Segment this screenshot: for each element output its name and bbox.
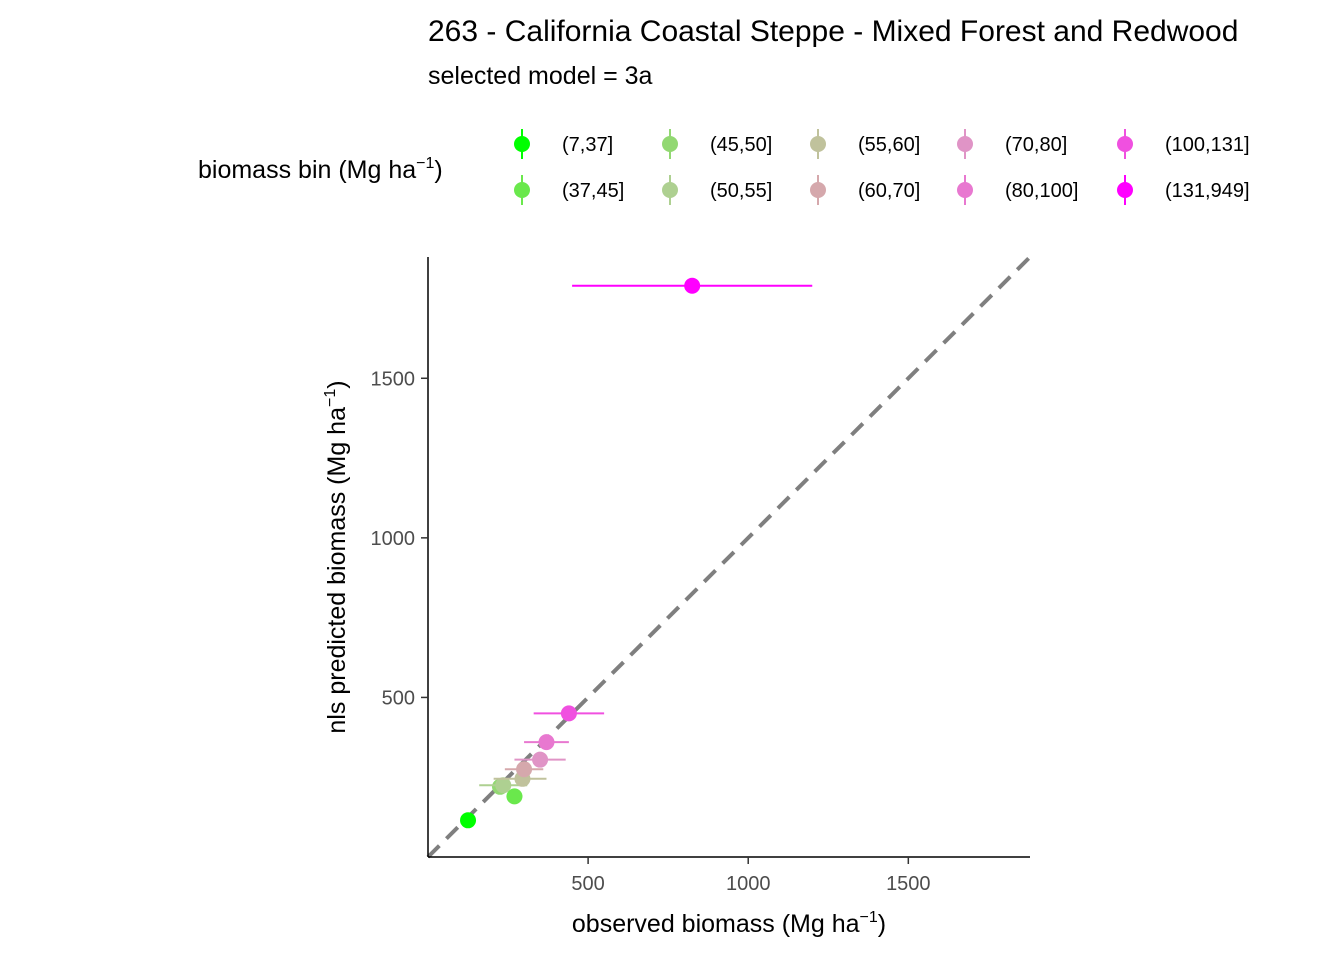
y-tick-label: 1500: [371, 368, 416, 390]
x-axis-ticks: 500 1000 1500: [571, 857, 931, 895]
point-marker: [532, 751, 549, 768]
legend-label: (50,55]: [710, 180, 772, 202]
legend-key-point: [810, 182, 826, 198]
y-axis-title: nls predicted biomass (Mg ha−1): [322, 380, 351, 733]
data-point-2: [506, 788, 523, 805]
chart-title: 263 - California Coastal Steppe - Mixed …: [428, 15, 1238, 48]
legend-key-point: [1117, 182, 1133, 198]
legend-label: (37,45]: [562, 180, 624, 202]
x-tick-label: 1000: [726, 873, 771, 895]
data-point-8: [524, 734, 569, 751]
y-axis-ticks: 500 1000 1500: [371, 368, 428, 709]
legend-item-3: (45,50]: [662, 129, 772, 159]
point-marker: [495, 777, 512, 794]
point-marker: [460, 812, 477, 829]
point-marker: [538, 734, 555, 751]
point-marker: [516, 761, 533, 778]
legend-key-point: [957, 182, 973, 198]
legend: (7,37] (37,45] (45,50] (50,55] (55,60] (60,70…: [514, 129, 1250, 205]
legend-label: (7,37]: [562, 134, 613, 156]
point-marker: [684, 277, 701, 294]
legend-key-point: [662, 182, 678, 198]
legend-item-7: (70,80]: [957, 129, 1067, 159]
legend-item-8: (80,100]: [957, 175, 1078, 205]
legend-key-point: [514, 182, 530, 198]
legend-item-1: (7,37]: [514, 129, 613, 159]
x-axis-title: observed biomass (Mg ha−1): [572, 909, 886, 938]
legend-key-point: [957, 136, 973, 152]
legend-label: (80,100]: [1005, 180, 1078, 202]
legend-item-5: (55,60]: [810, 129, 920, 159]
legend-key-point: [514, 136, 530, 152]
legend-item-10: (131,949]: [1117, 175, 1250, 205]
chart-subtitle: selected model = 3a: [428, 62, 653, 90]
legend-key-point: [810, 136, 826, 152]
data-point-9: [533, 705, 605, 722]
data-point-7: [514, 751, 566, 768]
legend-label: (45,50]: [710, 134, 772, 156]
legend-item-4: (50,55]: [662, 175, 772, 205]
x-tick-label: 1500: [886, 873, 931, 895]
data-marks: [460, 277, 813, 829]
y-tick-label: 1000: [371, 528, 416, 550]
point-marker: [560, 705, 577, 722]
legend-item-6: (60,70]: [810, 175, 920, 205]
legend-label: (60,70]: [858, 180, 920, 202]
x-tick-label: 500: [571, 873, 604, 895]
data-point-6: [504, 761, 544, 778]
data-point-10: [572, 277, 813, 294]
legend-label: (100,131]: [1165, 134, 1250, 156]
legend-label: (55,60]: [858, 134, 920, 156]
plot-area: 500 1000 1500 500 1000 1500: [371, 255, 1032, 895]
legend-label: (131,949]: [1165, 180, 1250, 202]
legend-label: (70,80]: [1005, 134, 1067, 156]
data-point-1: [460, 812, 477, 829]
legend-key-point: [1117, 136, 1133, 152]
reference-line: [426, 255, 1032, 859]
y-tick-label: 500: [382, 687, 415, 709]
legend-item-9: (100,131]: [1117, 129, 1250, 159]
legend-title: biomass bin (Mg ha−1): [198, 155, 443, 184]
legend-key-point: [662, 136, 678, 152]
point-marker: [506, 788, 523, 805]
legend-item-2: (37,45]: [514, 175, 624, 205]
